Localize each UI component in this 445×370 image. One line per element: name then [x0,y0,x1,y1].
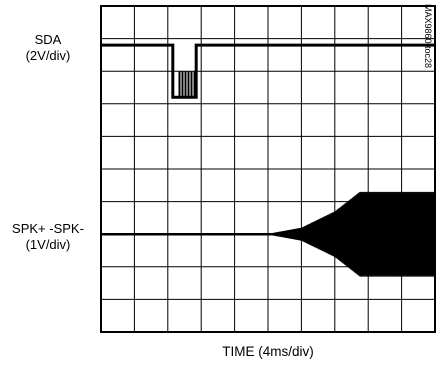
plot-frame [100,5,436,333]
sda-channel-label: SDA (2V/div) [0,32,96,64]
sda-label-name: SDA [34,32,62,47]
spk-trace [270,191,436,277]
x-axis-label: TIME (4ms/div) [222,344,314,359]
sda-label-scale: (2V/div) [25,48,71,63]
spk-channel-label: SPK+ -SPK- (1V/div) [0,221,96,253]
grid [101,6,435,332]
sda-burst [178,71,196,98]
spk-label-scale: (1V/div) [25,237,71,252]
figure-id: MAX9860 toc28 [423,4,433,69]
spk-label-name: SPK+ -SPK- [12,221,84,236]
sda-trace [101,43,435,99]
